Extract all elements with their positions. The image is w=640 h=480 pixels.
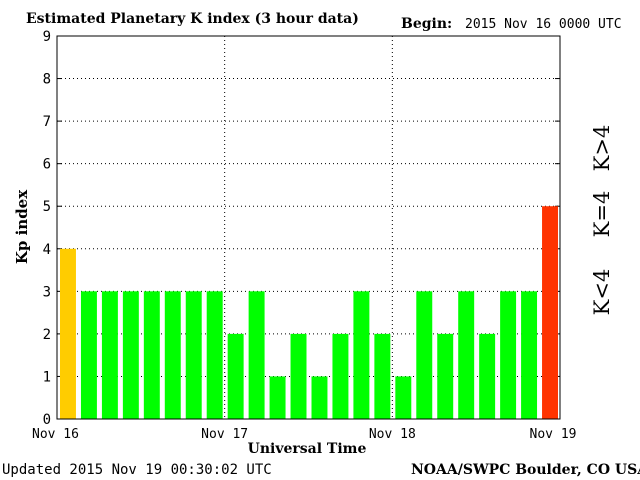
kp-bar (164, 291, 181, 419)
y-tick-label: 6 (43, 157, 51, 173)
x-tick-label: Nov 17 (201, 427, 248, 442)
x-tick-label: Nov 16 (32, 427, 79, 442)
kp-bar (542, 206, 558, 419)
begin-value: 2015 Nov 16 0000 UTC (465, 17, 622, 32)
kp-bar (374, 333, 391, 419)
legend-low: K<4 (590, 269, 614, 316)
y-tick-label: 4 (43, 242, 51, 258)
kp-bar (500, 291, 517, 419)
y-tick-label: 8 (43, 72, 51, 88)
plot-frame (56, 35, 561, 420)
x-tick-label: Nov 18 (369, 427, 416, 442)
y-tick-label: 9 (43, 29, 51, 45)
kp-bar (353, 291, 370, 419)
y-tick-label: 5 (43, 199, 51, 215)
y-tick-label: 7 (43, 114, 51, 130)
kp-bar (416, 291, 433, 419)
kp-bars (60, 206, 558, 419)
kp-bar (332, 333, 349, 419)
kp-bar (290, 333, 307, 419)
kp-bar (269, 376, 286, 419)
x-tick-labels: Nov 16 Nov 17 Nov 18 Nov 19 (32, 427, 576, 442)
y-tick-labels: 0 1 2 3 4 5 6 7 8 9 (43, 29, 51, 428)
credit-text: NOAA/SWPC Boulder, CO USA (411, 462, 640, 478)
kp-bar (248, 291, 265, 419)
kp-bar (122, 291, 139, 419)
kp-bar (143, 291, 160, 419)
chart-title: Estimated Planetary K index (3 hour data… (26, 11, 359, 27)
kp-bar (185, 291, 202, 419)
kp-bar (311, 376, 328, 419)
kp-bar (437, 333, 454, 419)
y-tick-label: 2 (43, 327, 51, 343)
x-tick-label: Nov 19 (530, 427, 577, 442)
kp-bar (395, 376, 412, 419)
kp-bar (227, 333, 244, 419)
begin-label: Begin: (401, 16, 452, 32)
kp-bar (101, 291, 118, 419)
y-tick-label: 1 (43, 369, 51, 385)
legend-mid: K=4 (590, 191, 614, 238)
kp-bar (458, 291, 475, 419)
kp-bar (80, 291, 97, 419)
updated-timestamp: Updated 2015 Nov 19 00:30:02 UTC (2, 462, 272, 478)
kp-bar (206, 291, 223, 419)
kp-bar (479, 333, 496, 419)
kp-bar (521, 291, 538, 419)
legend-high: K>4 (590, 125, 614, 172)
kp-bar (60, 248, 76, 419)
y-tick-label: 3 (43, 284, 51, 300)
x-axis-label: Universal Time (248, 441, 367, 457)
y-tick-label: 0 (43, 412, 51, 428)
y-axis-label: Kp index (13, 189, 31, 264)
